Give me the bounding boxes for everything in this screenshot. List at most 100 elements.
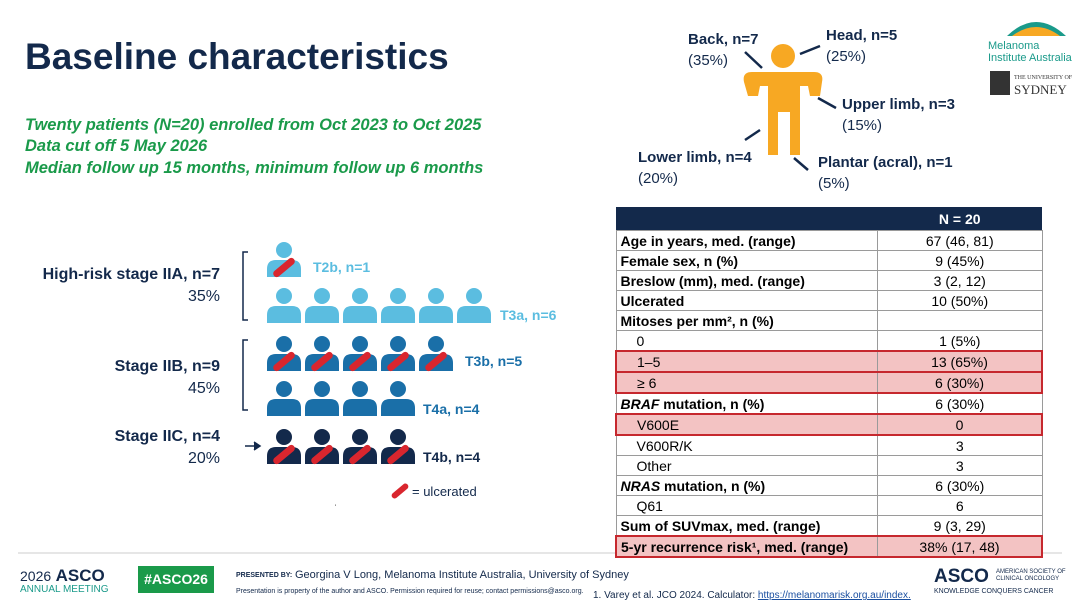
group-label: T4b, n=4 (423, 449, 481, 465)
table-row: NRAS mutation, n (%) 6 (30%) (615, 475, 1043, 496)
patient-icon (305, 429, 339, 465)
value-cell: 3 (877, 434, 1043, 456)
patient-icon (267, 381, 301, 416)
patient-icon (381, 429, 415, 465)
usyd-text: THE UNIVERSITY OF SYDNEY (1014, 72, 1072, 96)
table-row: Breslow (mm), med. (range) 3 (2, 12) (615, 270, 1043, 291)
footer-text: AMERICAN SOCIETY OF (996, 569, 1066, 575)
footer-text: CLINICAL ONCOLOGY (996, 576, 1060, 582)
label-text: mutation, n (%) (660, 477, 766, 494)
icon-head (314, 336, 330, 352)
label-cell: BRAF mutation, n (%) (615, 392, 878, 415)
ulcer-mark (349, 444, 371, 465)
link[interactable]: https://melanomarisk.org.au/index. (757, 590, 911, 601)
label-cell: 1–5 (615, 350, 878, 373)
value-cell: 3 (2, 12) (877, 270, 1043, 291)
icon-head (314, 288, 330, 304)
patient-icon (267, 336, 301, 372)
table-row: Mitoses per mm², n (%) (615, 310, 1043, 331)
icon-head (390, 288, 406, 304)
label-text: mutation, n (%) (659, 395, 765, 412)
body-figure (743, 44, 823, 155)
site-label: Upper limb, n=3 (842, 96, 955, 113)
logo-text: THE UNIVERSITY OF (1014, 75, 1073, 81)
site-pct: (5%) (818, 175, 850, 192)
patient-icon (343, 288, 377, 323)
value-cell: 6 (30%) (877, 392, 1043, 415)
ulcer-mark (387, 351, 409, 372)
header-cell (616, 207, 878, 231)
label-text: Female sex, n (%) (620, 252, 739, 269)
ulcer-mark (273, 257, 295, 278)
value-cell: 9 (3, 29) (877, 515, 1043, 537)
site-pct: (35%) (688, 52, 729, 69)
dot: ' (335, 505, 337, 511)
site-pct: (25%) (826, 48, 867, 65)
value-cell: 9 (45%) (877, 250, 1043, 271)
icon-body (343, 399, 377, 416)
table-row: ≥ 6 6 (30%) (615, 371, 1043, 394)
footer-text: ASCO (934, 566, 989, 587)
usyd-crest (990, 71, 1010, 95)
intro-line: Median follow up 15 months, minimum foll… (25, 159, 484, 177)
label-text: 1–5 (637, 353, 661, 370)
site-label: Back, n=7 (688, 31, 759, 48)
icon-body (267, 306, 301, 323)
logo-text: Melanoma (988, 40, 1040, 52)
icon-head (390, 429, 406, 445)
value-cell: 6 (30%) (877, 475, 1043, 496)
value-cell: 67 (46, 81) (877, 230, 1043, 251)
header-cell: N = 20 (877, 207, 1042, 231)
footer-text: 2026 (20, 568, 52, 584)
footer-text: ASCO (55, 566, 105, 585)
label-cell: V600R/K (615, 434, 878, 456)
intro-line: Data cut off 5 May 2026 (25, 137, 208, 155)
value-cell: 10 (50%) (877, 290, 1043, 311)
logo-text: SYDNEY (1014, 82, 1067, 97)
patient-icon (343, 336, 377, 372)
label-cell: Breslow (mm), med. (range) (615, 270, 878, 291)
title: Baseline characteristics (25, 36, 449, 77)
label-cell: 5-yr recurrence risk¹, med. (range) (615, 535, 878, 558)
group-label: T2b, n=1 (313, 259, 371, 275)
icon-head (352, 336, 368, 352)
meeting-logo: 2026 ASCO ANNUAL MEETING (20, 566, 109, 596)
group-label: T3a, n=6 (500, 307, 557, 323)
label-text: Age in years, med. (range) (620, 232, 796, 249)
table-row: BRAF mutation, n (%) 6 (30%) (615, 392, 1043, 415)
label-italic: BRAF (620, 395, 660, 412)
label-text: Mitoses per mm², n (%) (620, 312, 774, 329)
table-row: V600E 0 (615, 413, 1043, 436)
patient-icon (381, 381, 415, 416)
icon-head (428, 336, 444, 352)
icon-head (276, 429, 292, 445)
label-cell: Female sex, n (%) (615, 250, 878, 271)
table-row: Sum of SUVmax, med. (range) 9 (3, 29) (615, 515, 1043, 537)
patient-icon (381, 336, 415, 372)
footer-text: 1. Varey et al. JCO 2024. Calculator: ht… (593, 590, 911, 601)
ulcer-mark (311, 444, 333, 465)
icon-head (428, 288, 444, 304)
table-row: Other 3 (615, 455, 1043, 476)
table-row: Ulcerated 10 (50%) (615, 290, 1043, 311)
ulcer-mark (349, 351, 371, 372)
ulcer-mark (387, 444, 409, 465)
legend-text: = ulcerated (412, 484, 477, 499)
label-text: 5-yr recurrence risk¹, med. (range) (621, 538, 849, 555)
value-cell: 0 (877, 413, 1043, 436)
icon-body (343, 306, 377, 323)
label-text: Q61 (636, 497, 663, 514)
table-row: 1–5 13 (65%) (615, 350, 1043, 373)
group-label: T3b, n=5 (465, 353, 523, 369)
label-cell: Ulcerated (615, 290, 878, 311)
stage-label: Stage IIB, n=9 (114, 358, 220, 375)
icon-head (276, 336, 292, 352)
label-text: Breslow (mm), med. (range) (620, 272, 805, 289)
value-cell: 6 (877, 495, 1043, 516)
footer-text: ANNUAL MEETING (20, 584, 109, 595)
label-cell: ≥ 6 (615, 371, 878, 394)
icon-head (390, 336, 406, 352)
stage-label: Stage IIC, n=4 (114, 428, 220, 445)
label-cell: NRAS mutation, n (%) (615, 475, 878, 496)
